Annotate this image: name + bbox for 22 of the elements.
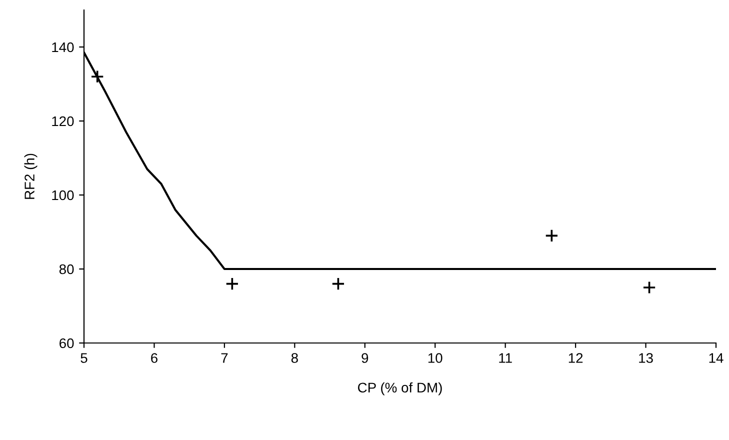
x-tick-label: 6 bbox=[151, 353, 158, 363]
point bbox=[90, 70, 104, 84]
y-tick-label: 60 bbox=[60, 338, 74, 348]
y-tick-label: 100 bbox=[52, 190, 74, 200]
point bbox=[331, 277, 345, 291]
point bbox=[544, 228, 558, 242]
x-tick-label: 7 bbox=[221, 353, 228, 363]
x-tick-label: 9 bbox=[362, 353, 368, 363]
x-tick-label: 12 bbox=[568, 353, 583, 363]
x-tick-label: 14 bbox=[709, 353, 724, 363]
point bbox=[642, 280, 656, 294]
x-axis-title: CP (% of DM) bbox=[358, 382, 442, 396]
x-tick-label: 11 bbox=[499, 353, 512, 363]
x-tick-label: 10 bbox=[428, 353, 442, 363]
x-tick-label: 8 bbox=[291, 353, 298, 363]
y-tick-label: 120 bbox=[52, 116, 74, 126]
y-tick-label: 80 bbox=[59, 264, 74, 274]
y-tick-label: 140 bbox=[52, 42, 74, 52]
x-tick-label: 5 bbox=[80, 353, 88, 363]
y-axis-title: RF2 (h) bbox=[24, 154, 38, 199]
point bbox=[225, 277, 239, 291]
x-tick-label: 13 bbox=[639, 353, 653, 363]
